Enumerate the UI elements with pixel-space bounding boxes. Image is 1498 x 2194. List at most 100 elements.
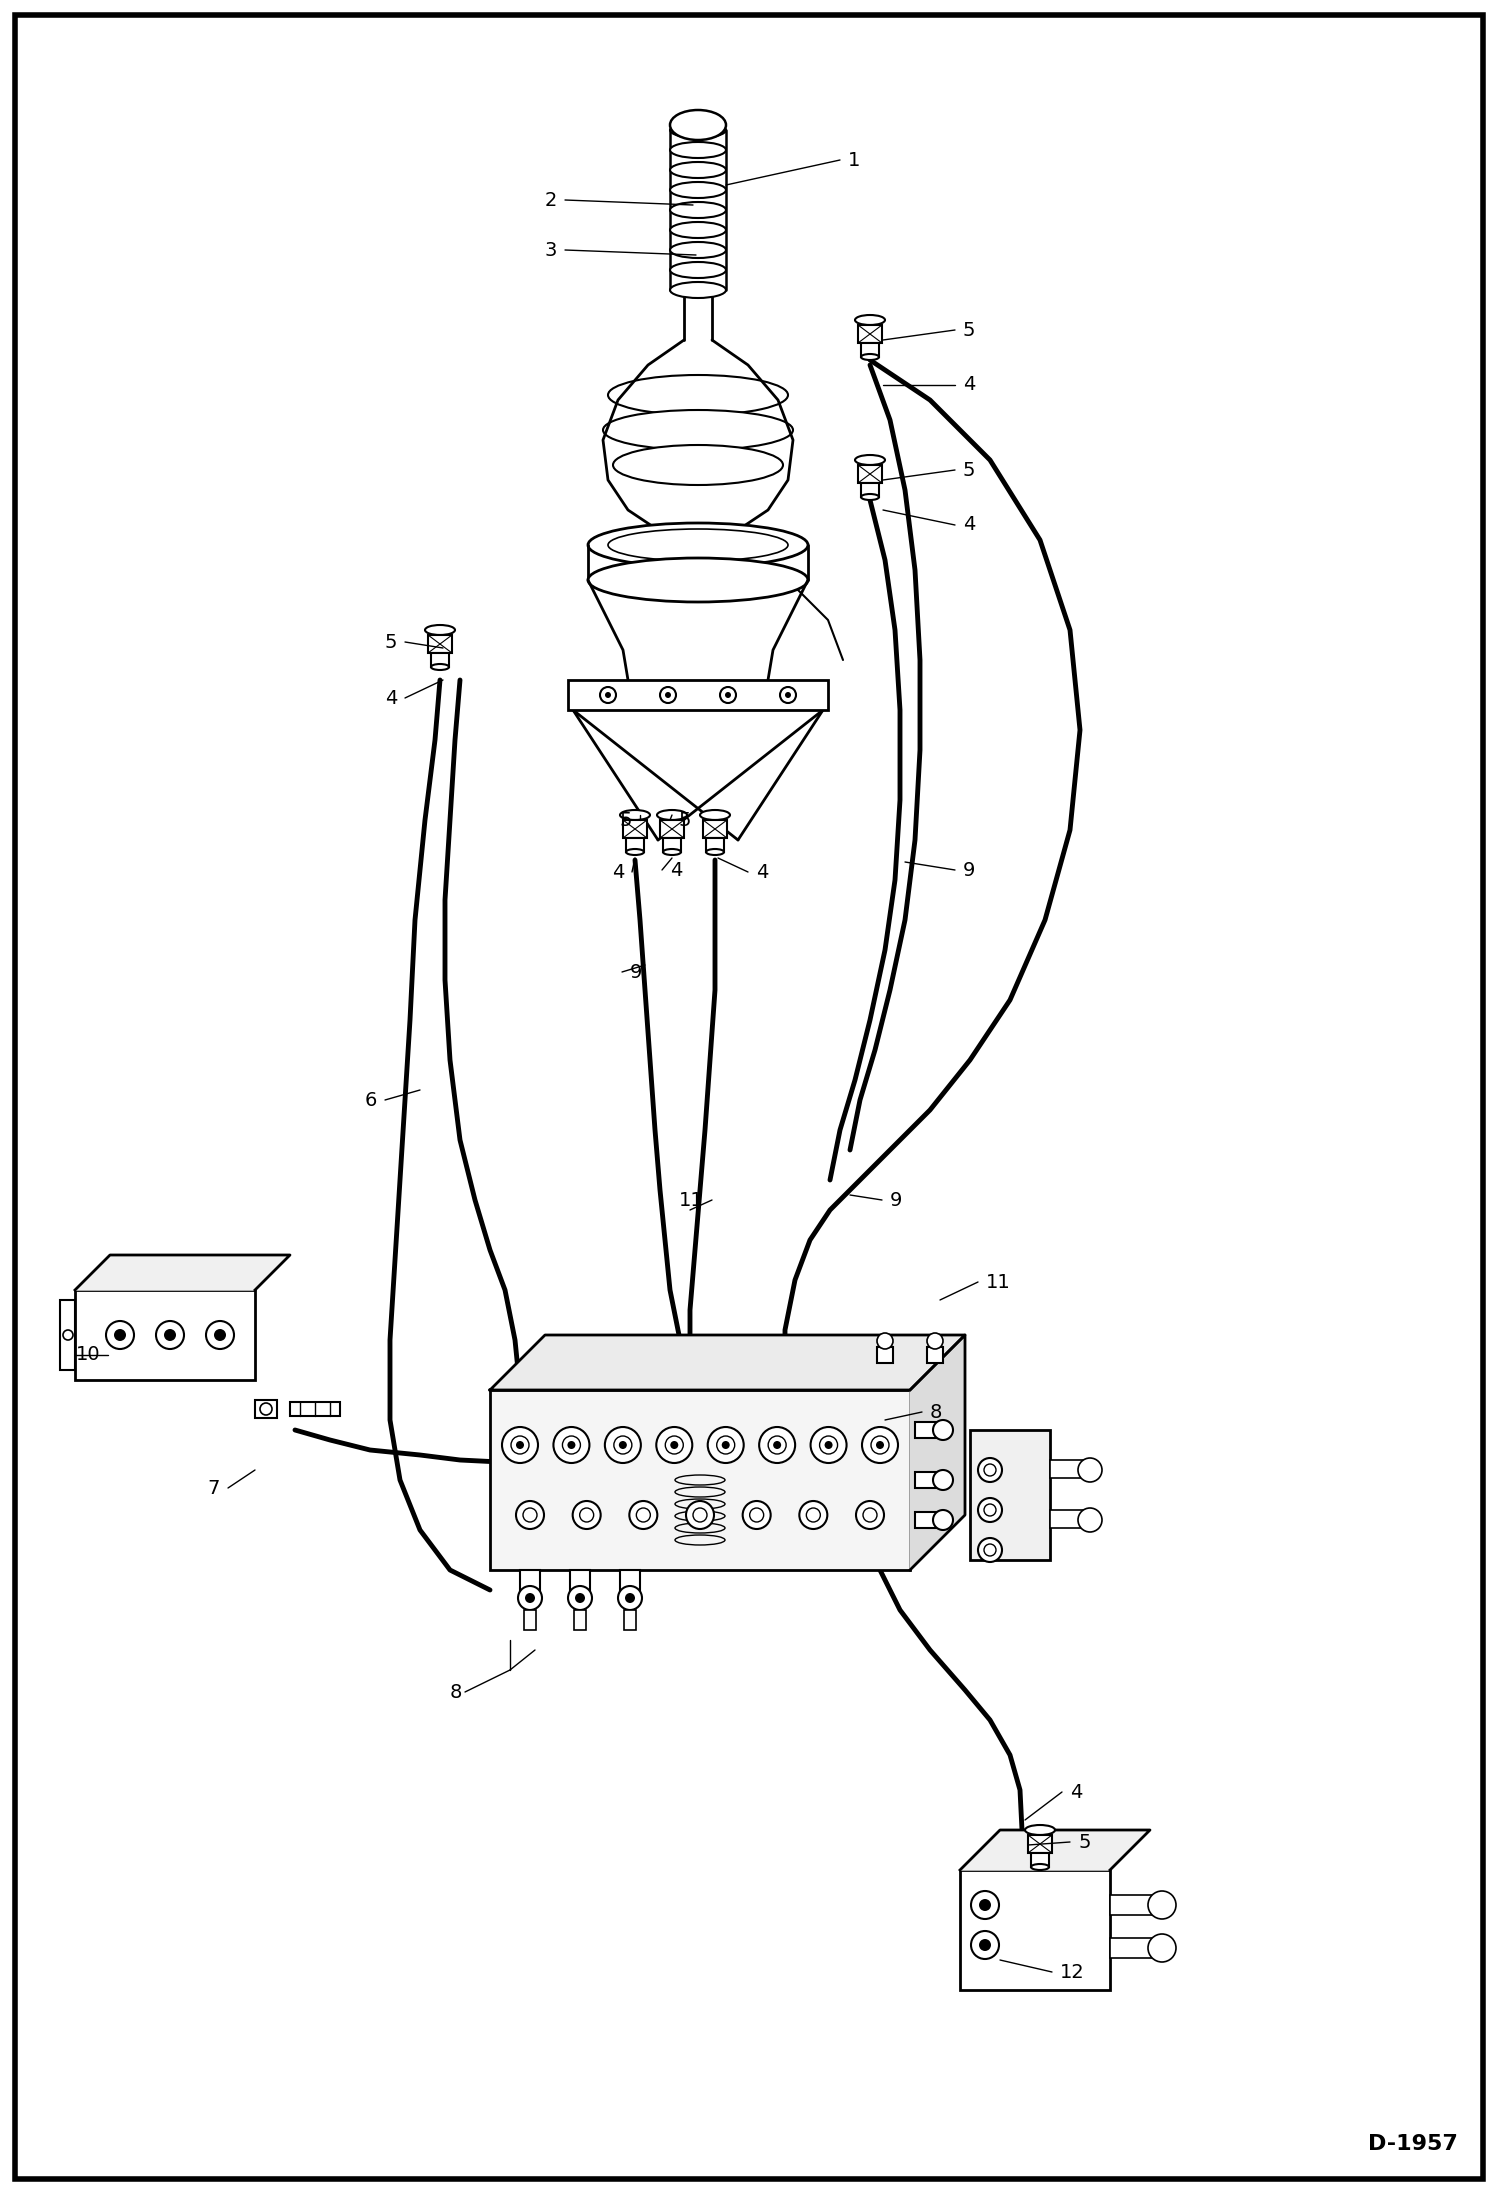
Bar <box>703 821 727 838</box>
Text: 9: 9 <box>631 963 643 981</box>
Ellipse shape <box>1031 1865 1049 1869</box>
Circle shape <box>661 687 676 702</box>
Bar <box>620 1571 640 1593</box>
Text: 4: 4 <box>963 375 975 395</box>
Bar <box>524 1610 536 1630</box>
Ellipse shape <box>626 849 644 856</box>
Text: 11: 11 <box>679 1191 704 1209</box>
Circle shape <box>806 1507 821 1523</box>
Bar <box>971 1430 1050 1560</box>
Circle shape <box>749 1507 764 1523</box>
Circle shape <box>978 1499 1002 1523</box>
Circle shape <box>625 1593 635 1604</box>
Bar <box>960 1869 1110 1990</box>
Circle shape <box>721 687 736 702</box>
Circle shape <box>819 1437 837 1455</box>
Ellipse shape <box>425 625 455 634</box>
Text: 5: 5 <box>679 810 691 829</box>
Ellipse shape <box>670 222 727 237</box>
Text: 5: 5 <box>620 810 632 829</box>
Circle shape <box>580 1507 593 1523</box>
Bar <box>623 821 647 838</box>
Circle shape <box>523 1507 536 1523</box>
Bar <box>915 1422 938 1437</box>
Circle shape <box>568 1586 592 1610</box>
Circle shape <box>780 687 795 702</box>
Ellipse shape <box>670 202 727 217</box>
Bar <box>664 838 682 851</box>
Text: 2: 2 <box>545 191 557 208</box>
Text: 3: 3 <box>545 241 557 259</box>
Ellipse shape <box>608 529 788 562</box>
Bar <box>431 654 449 667</box>
Bar <box>661 821 685 838</box>
Text: 11: 11 <box>986 1273 1011 1292</box>
Bar <box>1110 1937 1155 1957</box>
Ellipse shape <box>589 522 807 566</box>
Circle shape <box>971 1931 999 1959</box>
Ellipse shape <box>670 261 727 279</box>
Circle shape <box>665 1437 683 1455</box>
Bar <box>490 1391 909 1571</box>
Circle shape <box>933 1470 953 1490</box>
Circle shape <box>502 1426 538 1463</box>
Bar <box>574 1610 586 1630</box>
Circle shape <box>927 1334 944 1349</box>
Text: D-1957: D-1957 <box>1368 2135 1458 2155</box>
Text: 4: 4 <box>670 860 683 880</box>
Circle shape <box>768 1437 786 1455</box>
Circle shape <box>619 1586 643 1610</box>
Text: 4: 4 <box>385 689 397 706</box>
Circle shape <box>619 1441 626 1448</box>
Text: 9: 9 <box>963 860 975 880</box>
Circle shape <box>933 1509 953 1529</box>
Circle shape <box>665 691 671 698</box>
Text: 4: 4 <box>1070 1782 1083 1801</box>
Bar <box>861 342 879 358</box>
Bar <box>571 1571 590 1593</box>
Circle shape <box>114 1330 126 1341</box>
Bar <box>520 1571 539 1593</box>
Circle shape <box>1079 1459 1103 1481</box>
Circle shape <box>759 1426 795 1463</box>
Circle shape <box>855 1501 884 1529</box>
Text: 4: 4 <box>963 516 975 535</box>
Circle shape <box>978 1459 1002 1481</box>
Text: 12: 12 <box>1061 1961 1085 1981</box>
Circle shape <box>686 1501 715 1529</box>
Circle shape <box>861 1426 897 1463</box>
Circle shape <box>156 1321 184 1349</box>
Circle shape <box>978 1538 1002 1562</box>
Polygon shape <box>75 1255 291 1290</box>
Circle shape <box>1079 1507 1103 1531</box>
Circle shape <box>605 691 611 698</box>
Ellipse shape <box>664 849 682 856</box>
Circle shape <box>870 1437 888 1455</box>
Bar <box>1110 1896 1155 1915</box>
Polygon shape <box>960 1830 1150 1869</box>
Circle shape <box>515 1501 544 1529</box>
Circle shape <box>984 1463 996 1477</box>
Circle shape <box>933 1420 953 1439</box>
Bar <box>858 325 882 342</box>
Ellipse shape <box>700 810 730 821</box>
Text: 9: 9 <box>890 1191 902 1209</box>
Circle shape <box>1147 1891 1176 1920</box>
Circle shape <box>725 691 731 698</box>
Circle shape <box>163 1330 175 1341</box>
Ellipse shape <box>670 143 727 158</box>
Bar <box>1031 1854 1049 1867</box>
Ellipse shape <box>613 445 783 485</box>
Bar <box>927 1347 944 1362</box>
Circle shape <box>629 1501 658 1529</box>
Text: 7: 7 <box>208 1479 220 1499</box>
Circle shape <box>568 1441 575 1448</box>
Circle shape <box>515 1441 524 1448</box>
Ellipse shape <box>431 665 449 669</box>
Circle shape <box>214 1330 226 1341</box>
Circle shape <box>1147 1933 1176 1961</box>
Circle shape <box>980 1939 992 1950</box>
Ellipse shape <box>670 241 727 259</box>
Circle shape <box>773 1441 780 1448</box>
Ellipse shape <box>1025 1825 1055 1834</box>
